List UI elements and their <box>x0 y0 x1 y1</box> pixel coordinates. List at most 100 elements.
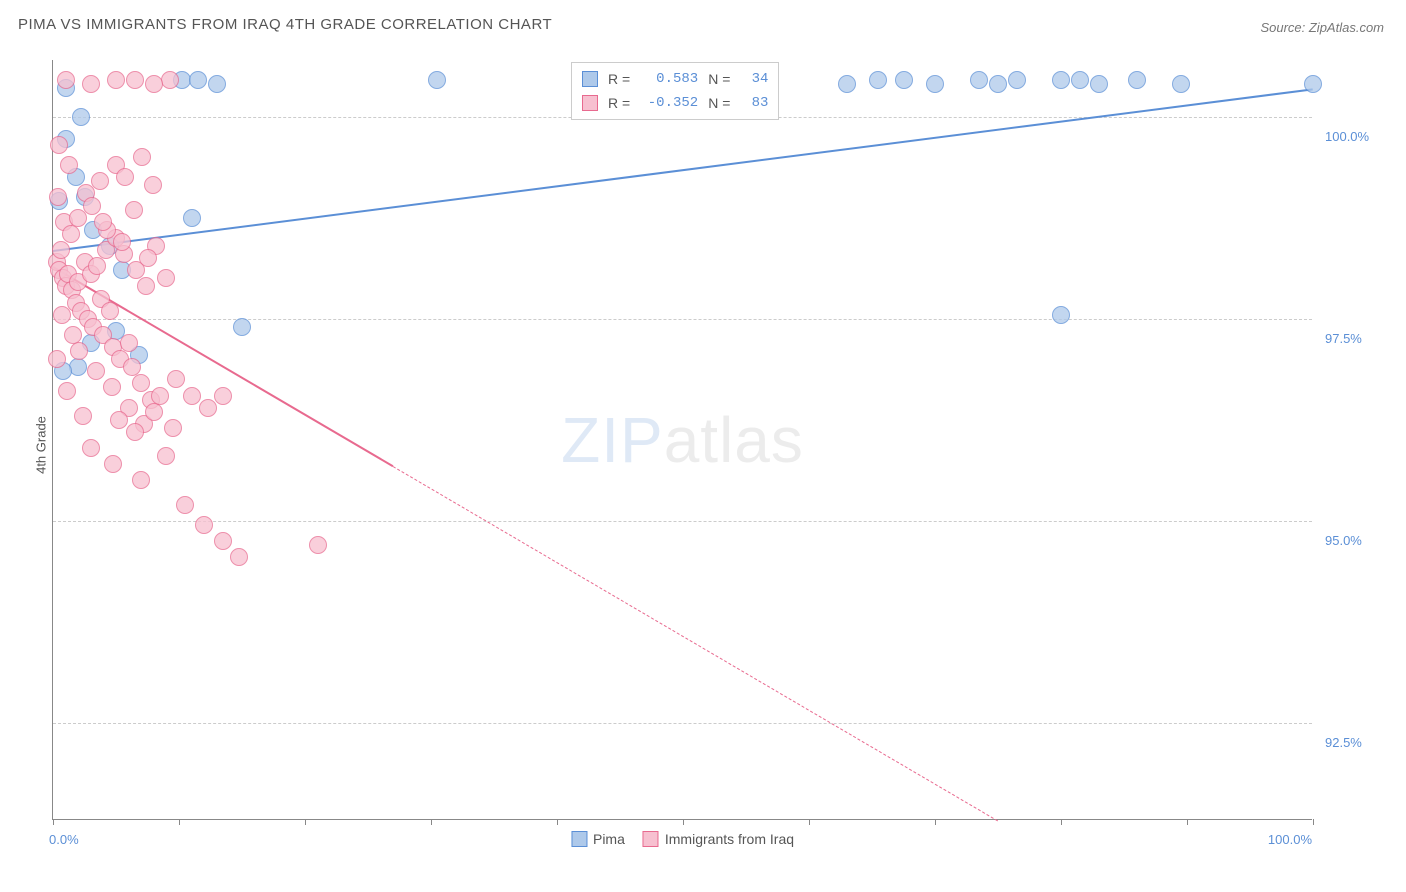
grid-line <box>53 723 1312 724</box>
y-tick-label: 95.0% <box>1325 533 1362 548</box>
data-point <box>110 411 128 429</box>
series-legend-label: Immigrants from Iraq <box>665 831 794 847</box>
data-point <box>895 71 913 89</box>
source-label: Source: ZipAtlas.com <box>1260 20 1384 35</box>
data-point <box>50 136 68 154</box>
data-point <box>123 358 141 376</box>
data-point <box>82 439 100 457</box>
x-tick <box>1061 819 1062 825</box>
data-point <box>113 233 131 251</box>
data-point <box>48 350 66 368</box>
data-point <box>103 378 121 396</box>
series-legend-item: Pima <box>571 831 625 847</box>
data-point <box>83 197 101 215</box>
data-point <box>70 342 88 360</box>
n-value: 83 <box>740 95 768 111</box>
data-point <box>176 496 194 514</box>
data-point <box>1052 71 1070 89</box>
data-point <box>1071 71 1089 89</box>
data-point <box>60 156 78 174</box>
data-point <box>87 362 105 380</box>
data-point <box>926 75 944 93</box>
data-point <box>58 382 76 400</box>
x-tick <box>305 819 306 825</box>
x-tick <box>809 819 810 825</box>
x-tick <box>1313 819 1314 825</box>
data-point <box>144 176 162 194</box>
data-point <box>183 387 201 405</box>
data-point <box>309 536 327 554</box>
x-label-left: 0.0% <box>49 832 79 847</box>
x-tick <box>431 819 432 825</box>
chart-container: 4th Grade ZIPatlas 92.5%95.0%97.5%100.0%… <box>52 50 1392 840</box>
data-point <box>161 71 179 89</box>
data-point <box>838 75 856 93</box>
data-point <box>230 548 248 566</box>
watermark-atlas: atlas <box>664 404 804 476</box>
data-point <box>69 358 87 376</box>
data-point <box>125 201 143 219</box>
data-point <box>167 370 185 388</box>
n-label: N = <box>708 95 730 111</box>
series-legend: Pima Immigrants from Iraq <box>571 831 794 847</box>
data-point <box>132 471 150 489</box>
data-point <box>64 326 82 344</box>
data-point <box>72 108 90 126</box>
data-point <box>989 75 1007 93</box>
data-point <box>91 172 109 190</box>
data-point <box>145 403 163 421</box>
data-point <box>82 75 100 93</box>
r-label: R = <box>608 95 630 111</box>
x-tick <box>935 819 936 825</box>
x-tick <box>1187 819 1188 825</box>
data-point <box>104 455 122 473</box>
legend-swatch <box>571 831 587 847</box>
data-point <box>214 387 232 405</box>
x-tick <box>179 819 180 825</box>
data-point <box>970 71 988 89</box>
legend-swatch <box>582 95 598 111</box>
data-point <box>145 75 163 93</box>
y-tick-label: 92.5% <box>1325 735 1362 750</box>
data-point <box>62 225 80 243</box>
data-point <box>94 213 112 231</box>
n-value: 34 <box>740 71 768 87</box>
watermark: ZIPatlas <box>561 403 804 477</box>
data-point <box>1128 71 1146 89</box>
data-point <box>1008 71 1026 89</box>
data-point <box>120 334 138 352</box>
data-point <box>1052 306 1070 324</box>
data-point <box>126 423 144 441</box>
x-label-right: 100.0% <box>1268 832 1312 847</box>
data-point <box>157 447 175 465</box>
data-point <box>1172 75 1190 93</box>
data-point <box>195 516 213 534</box>
y-tick-label: 97.5% <box>1325 331 1362 346</box>
r-value: -0.352 <box>640 95 698 111</box>
data-point <box>183 209 201 227</box>
data-point <box>126 71 144 89</box>
chart-title: PIMA VS IMMIGRANTS FROM IRAQ 4TH GRADE C… <box>18 16 552 33</box>
data-point <box>107 71 125 89</box>
n-label: N = <box>708 71 730 87</box>
data-point <box>132 374 150 392</box>
data-point <box>428 71 446 89</box>
data-point <box>214 532 232 550</box>
plot-area: ZIPatlas 92.5%95.0%97.5%100.0%0.0%100.0%… <box>52 60 1312 820</box>
legend-swatch <box>643 831 659 847</box>
x-tick <box>683 819 684 825</box>
data-point <box>164 419 182 437</box>
data-point <box>1090 75 1108 93</box>
data-point <box>233 318 251 336</box>
data-point <box>116 168 134 186</box>
stats-legend-row: R = -0.352 N = 83 <box>582 91 768 115</box>
r-value: 0.583 <box>640 71 698 87</box>
y-tick-label: 100.0% <box>1325 129 1369 144</box>
series-legend-label: Pima <box>593 831 625 847</box>
data-point <box>74 407 92 425</box>
data-point <box>199 399 217 417</box>
legend-swatch <box>582 71 598 87</box>
data-point <box>157 269 175 287</box>
trend-line <box>393 466 998 821</box>
data-point <box>49 188 67 206</box>
